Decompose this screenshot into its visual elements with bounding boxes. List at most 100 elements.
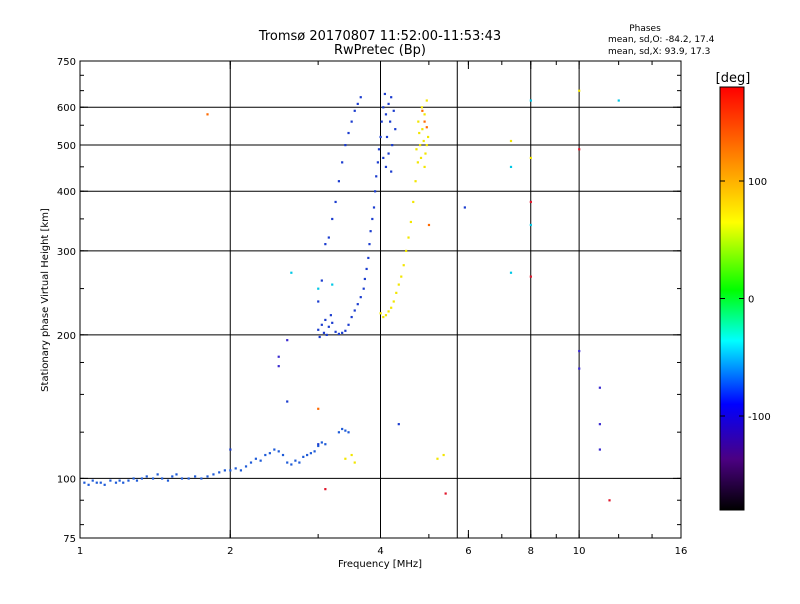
data-point bbox=[290, 271, 293, 274]
data-point bbox=[425, 143, 428, 147]
data-point bbox=[422, 139, 425, 143]
data-point bbox=[417, 120, 420, 123]
data-point bbox=[99, 481, 102, 484]
data-point bbox=[324, 488, 327, 491]
x-tick-label: 6 bbox=[465, 546, 471, 557]
data-point bbox=[423, 165, 426, 169]
data-point bbox=[529, 156, 532, 160]
data-point bbox=[264, 453, 267, 457]
data-point bbox=[384, 113, 388, 116]
data-point bbox=[327, 325, 330, 328]
data-point bbox=[376, 161, 379, 164]
data-point bbox=[384, 314, 388, 317]
data-point bbox=[367, 256, 370, 260]
data-point bbox=[436, 457, 439, 460]
data-point bbox=[387, 102, 390, 106]
x-tick-label: 10 bbox=[573, 546, 586, 557]
data-point bbox=[383, 92, 386, 96]
colorbar-ticks: 100 0 -100 bbox=[720, 177, 771, 423]
data-point bbox=[322, 331, 326, 334]
data-point bbox=[397, 423, 400, 426]
data-point bbox=[509, 271, 513, 274]
data-point bbox=[302, 455, 305, 458]
data-point bbox=[320, 279, 323, 282]
data-point bbox=[377, 148, 381, 151]
data-point bbox=[347, 431, 350, 434]
data-point bbox=[318, 335, 321, 339]
x-tick-label: 1 bbox=[77, 546, 83, 557]
data-point bbox=[598, 386, 601, 389]
data-points bbox=[83, 89, 620, 502]
y-tick-label: 75 bbox=[63, 534, 76, 545]
data-point bbox=[353, 109, 356, 112]
data-point bbox=[277, 355, 280, 358]
data-point bbox=[229, 469, 232, 472]
y-tick-label: 300 bbox=[57, 247, 76, 258]
data-point bbox=[390, 170, 393, 173]
data-point bbox=[91, 479, 94, 482]
data-point bbox=[407, 236, 410, 239]
data-point bbox=[206, 475, 209, 478]
data-point bbox=[409, 220, 412, 224]
stats-line-x: mean, sd,X: 93.9, 17.3 bbox=[608, 47, 710, 57]
y-tick-label: 100 bbox=[57, 474, 76, 485]
grid-layer bbox=[80, 61, 681, 538]
data-point bbox=[425, 126, 428, 129]
data-point bbox=[140, 477, 144, 480]
data-point bbox=[387, 152, 390, 155]
data-point bbox=[369, 230, 372, 233]
data-point bbox=[337, 431, 341, 434]
data-point bbox=[171, 475, 174, 478]
data-point bbox=[277, 450, 280, 453]
data-point bbox=[350, 315, 353, 319]
data-point bbox=[405, 249, 408, 253]
data-point bbox=[402, 264, 405, 267]
data-point bbox=[286, 400, 289, 403]
data-point bbox=[95, 481, 98, 484]
data-point bbox=[379, 312, 382, 315]
data-point bbox=[127, 479, 130, 482]
data-point bbox=[371, 217, 374, 221]
data-point bbox=[391, 143, 394, 147]
data-point bbox=[395, 291, 398, 294]
data-point bbox=[273, 448, 276, 451]
data-point bbox=[317, 407, 320, 410]
data-point bbox=[151, 477, 155, 480]
data-point bbox=[229, 448, 232, 451]
data-point bbox=[350, 120, 353, 123]
data-point bbox=[277, 365, 280, 368]
data-point bbox=[161, 477, 164, 480]
data-point bbox=[344, 457, 347, 460]
data-point bbox=[350, 453, 353, 457]
data-point bbox=[423, 120, 426, 123]
data-point bbox=[132, 477, 135, 480]
data-point bbox=[166, 479, 170, 482]
data-point bbox=[463, 206, 466, 209]
data-point bbox=[341, 427, 344, 431]
data-point bbox=[509, 139, 513, 143]
data-point bbox=[244, 465, 248, 468]
data-point bbox=[442, 453, 445, 457]
data-point bbox=[239, 469, 243, 472]
data-point bbox=[200, 477, 203, 480]
data-point bbox=[419, 143, 422, 147]
data-point bbox=[419, 156, 423, 160]
data-point bbox=[298, 461, 301, 464]
y-tick-label: 200 bbox=[57, 331, 76, 342]
x-tick-label: 16 bbox=[675, 546, 688, 557]
y-tick-label: 750 bbox=[57, 57, 76, 68]
data-point bbox=[416, 161, 419, 164]
data-point bbox=[309, 452, 312, 455]
data-point bbox=[598, 423, 601, 426]
data-point bbox=[387, 310, 390, 313]
data-point bbox=[382, 156, 385, 160]
colorbar-tick-label: 0 bbox=[748, 295, 754, 306]
data-point bbox=[414, 180, 417, 183]
data-point bbox=[421, 109, 424, 112]
data-point bbox=[122, 481, 125, 484]
x-axis-label: Frequency [MHz] bbox=[338, 559, 422, 570]
data-point bbox=[363, 277, 366, 281]
data-point bbox=[83, 481, 86, 484]
data-point bbox=[385, 135, 389, 139]
